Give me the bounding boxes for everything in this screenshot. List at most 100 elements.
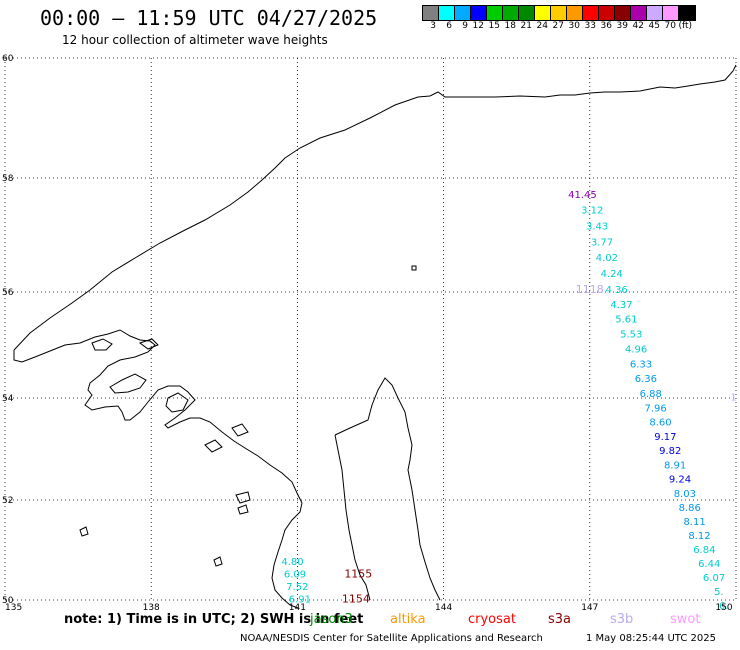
shantar-island bbox=[165, 392, 189, 413]
lon-tick-label: 138 bbox=[143, 603, 160, 612]
wave-height-map: 41.453.123.433.774.024.244.364.375.615.5… bbox=[2, 54, 737, 612]
lat-tick-label: 56 bbox=[2, 288, 14, 298]
wave-height-label: 8.03 bbox=[674, 489, 696, 500]
wave-height-label: 6.44 bbox=[698, 559, 720, 570]
wave-height-label: 9.82 bbox=[659, 446, 681, 457]
legend-swatch bbox=[471, 6, 487, 20]
lat-tick-label: 52 bbox=[2, 496, 13, 506]
wave-height-label: 4.02 bbox=[596, 253, 618, 264]
wave-height-label: 6.33 bbox=[630, 359, 652, 370]
legend-label: 42 bbox=[632, 21, 644, 31]
wave-height-label: 4.80 bbox=[281, 557, 303, 568]
wave-height-label: 9.24 bbox=[669, 475, 691, 486]
legend-swatch bbox=[503, 6, 519, 20]
wave-height-label: 4.24 bbox=[601, 269, 623, 280]
legend-swatch bbox=[455, 6, 471, 20]
wave-height-label: 5.53 bbox=[620, 330, 642, 341]
wave-height-label: 6.91 bbox=[289, 595, 311, 606]
wave-height-label: 6.07 bbox=[703, 573, 725, 584]
wave-height-label: 3.77 bbox=[591, 237, 613, 248]
wave-height-label: 8.11 bbox=[683, 517, 705, 528]
wave-height-label: 6.84 bbox=[693, 545, 715, 556]
wave-height-label: 41.45 bbox=[568, 190, 597, 201]
wave-height-label: 4.96 bbox=[625, 344, 647, 355]
legend-swatch bbox=[679, 6, 695, 20]
wave-height-label: 8.12 bbox=[688, 531, 710, 542]
legend-swatch bbox=[647, 6, 663, 20]
legend-swatch bbox=[423, 6, 439, 20]
coast-islet-d bbox=[231, 423, 249, 437]
small-island-b bbox=[138, 338, 159, 350]
mainland-coast bbox=[13, 64, 737, 351]
satellite-name: cryosat bbox=[468, 612, 516, 627]
legend-swatch bbox=[519, 6, 535, 20]
wave-height-label: 5. bbox=[714, 587, 724, 598]
wave-height-label: 3.43 bbox=[586, 221, 608, 232]
page-title: 00:00 – 11:59 UTC 04/27/2025 bbox=[40, 6, 378, 30]
wave-height-label: 6.36 bbox=[635, 374, 657, 385]
coast-islet-f bbox=[237, 504, 249, 515]
lon-tick-label: 144 bbox=[435, 603, 452, 612]
legend-swatch bbox=[551, 6, 567, 20]
legend-label: 70 bbox=[664, 21, 676, 31]
wave-height-label: 1 bbox=[730, 393, 736, 404]
legend-swatch bbox=[583, 6, 599, 20]
legend-label: 15 bbox=[488, 21, 500, 31]
legend-label: 12 bbox=[472, 21, 484, 31]
satellite-name: s3b bbox=[610, 612, 634, 627]
satellite-name: s3a bbox=[548, 612, 572, 627]
wave-height-label: 6.09 bbox=[284, 570, 306, 581]
wave-height-label: 3.12 bbox=[581, 205, 603, 216]
legend-swatch bbox=[599, 6, 615, 20]
coast-islet-g bbox=[79, 526, 89, 537]
legend-swatch bbox=[663, 6, 679, 20]
legend-swatch bbox=[535, 6, 551, 20]
legend-label: 36 bbox=[600, 21, 612, 31]
lon-tick-label: 150 bbox=[715, 603, 732, 612]
legend-label: 45 bbox=[648, 21, 660, 31]
satellite-name: jason3 bbox=[310, 612, 353, 627]
legend-swatch bbox=[567, 6, 583, 20]
satellite-name: altika bbox=[390, 612, 426, 627]
legend-label: 24 bbox=[536, 21, 548, 31]
satellite-name: swot bbox=[670, 612, 701, 627]
footer-note: note: 1) Time is in UTC; 2) SWH is in fe… bbox=[64, 612, 364, 627]
legend-swatch bbox=[487, 6, 503, 20]
lon-tick-label: 135 bbox=[5, 603, 22, 612]
coast-islet-h bbox=[213, 556, 223, 567]
legend-label: (ft) bbox=[678, 21, 692, 31]
generated-timestamp: 1 May 08:25:44 UTC 2025 bbox=[586, 633, 716, 644]
lon-tick-label: 141 bbox=[289, 603, 306, 612]
lat-tick-label: 54 bbox=[2, 394, 14, 404]
wave-height-label: 9.17 bbox=[654, 432, 676, 443]
legend-label: 27 bbox=[552, 21, 564, 31]
pass-time-label: 1155 bbox=[344, 568, 372, 581]
wave-height-label: 6.88 bbox=[640, 389, 662, 400]
legend-label: 18 bbox=[504, 21, 516, 31]
coastline bbox=[13, 64, 737, 609]
legend-label: 33 bbox=[584, 21, 596, 31]
credit-line: NOAA/NESDIS Center for Satellite Applica… bbox=[240, 633, 543, 644]
lat-tick-label: 50 bbox=[2, 596, 14, 606]
wave-height-label: 4.37 bbox=[610, 300, 632, 311]
legend-label: 3 bbox=[430, 21, 436, 31]
wave-height-label: 7.96 bbox=[644, 403, 666, 414]
wave-height-label: 8.86 bbox=[679, 503, 701, 514]
bay-inlet bbox=[109, 373, 147, 394]
track-labels: 41.453.123.433.774.024.244.364.375.615.5… bbox=[281, 190, 736, 612]
legend-label: 9 bbox=[462, 21, 468, 31]
wave-height-label: 8.91 bbox=[664, 460, 686, 471]
legend-label: 6 bbox=[446, 21, 452, 31]
lat-tick-label: 58 bbox=[2, 174, 14, 184]
small-island-a bbox=[91, 338, 113, 351]
legend-swatch bbox=[615, 6, 631, 20]
legend-label: 30 bbox=[568, 21, 580, 31]
lat-tick-label: 60 bbox=[2, 54, 14, 64]
coast-islet-i bbox=[411, 265, 417, 271]
legend-swatch bbox=[439, 6, 455, 20]
pass-time-label: 1154 bbox=[342, 593, 370, 606]
legend-label: 39 bbox=[616, 21, 628, 31]
page-subtitle: 12 hour collection of altimeter wave hei… bbox=[62, 33, 328, 47]
wave-height-label: 7.52 bbox=[286, 582, 308, 593]
